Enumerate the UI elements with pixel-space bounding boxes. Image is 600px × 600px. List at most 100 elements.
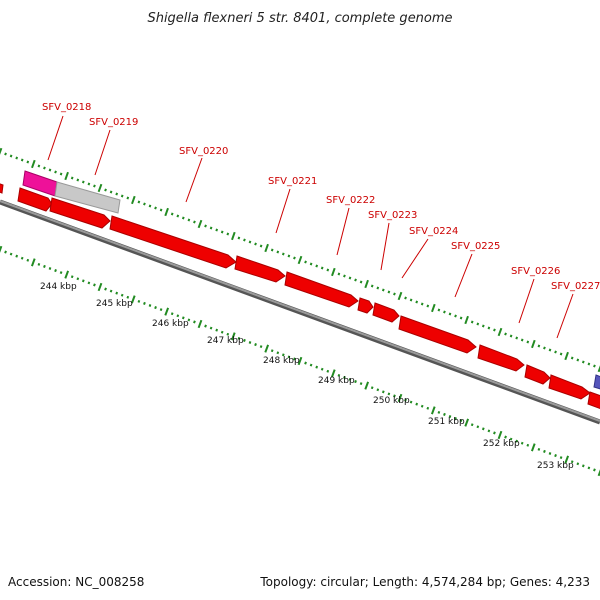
major-tick (297, 255, 303, 265)
minor-tick (504, 435, 507, 439)
minor-tick (559, 456, 563, 460)
minor-tick (143, 202, 146, 206)
minor-tick (443, 310, 446, 314)
minor-tick (415, 402, 419, 406)
minor-tick (137, 200, 141, 204)
major-tick (264, 344, 270, 353)
gene-label: SFV_0218 (42, 102, 91, 113)
gene-label: SFV_0223 (368, 210, 417, 221)
minor-tick (4, 250, 7, 254)
minor-tick (115, 291, 119, 295)
gene-arrow (0, 183, 4, 194)
minor-tick (337, 272, 341, 276)
minor-tick (154, 306, 157, 310)
minor-tick (148, 204, 152, 208)
map-title: Shigella flexneri 5 str. 8401, complete … (147, 11, 452, 26)
gene-arrow (234, 255, 286, 283)
minor-tick (548, 348, 552, 352)
minor-tick (254, 343, 257, 347)
minor-tick (43, 166, 46, 170)
minor-tick (526, 443, 530, 447)
minor-tick (337, 373, 341, 377)
minor-tick (476, 322, 480, 326)
minor-tick (281, 252, 285, 256)
minor-tick (381, 390, 385, 394)
minor-tick (404, 398, 407, 402)
major-tick (97, 183, 103, 193)
minor-tick (304, 260, 307, 264)
kbp-label: 251 kbp (428, 417, 465, 427)
major-tick (531, 339, 536, 349)
minor-tick (48, 168, 52, 172)
minor-tick (126, 196, 130, 200)
minor-tick (493, 431, 496, 435)
minor-tick (420, 404, 424, 408)
minor-tick (104, 287, 107, 291)
minor-tick (393, 394, 396, 398)
kbp-label: 250 kbp (373, 396, 410, 406)
minor-tick (54, 170, 57, 174)
minor-tick (320, 266, 324, 270)
minor-tick (404, 296, 407, 300)
minor-tick (581, 464, 585, 468)
minor-tick (70, 176, 74, 180)
minor-tick (476, 425, 480, 429)
major-tick (464, 315, 469, 325)
major-tick (64, 270, 70, 279)
major-tick (0, 147, 3, 155)
minor-tick (81, 279, 85, 283)
minor-tick (137, 299, 141, 303)
kbp-label: 253 kbp (537, 461, 574, 471)
minor-tick (104, 188, 107, 192)
major-tick (530, 443, 536, 452)
minor-tick (170, 212, 174, 216)
kbp-label: 245 kbp (96, 299, 133, 309)
minor-tick (593, 364, 596, 368)
major-tick (0, 245, 3, 253)
minor-tick (37, 164, 41, 168)
minor-tick (148, 304, 152, 307)
minor-tick (448, 415, 452, 418)
gene-arrow (109, 215, 237, 269)
minor-tick (93, 184, 96, 188)
minor-tick (470, 423, 474, 427)
minor-tick (248, 240, 252, 244)
minor-tick (215, 228, 219, 232)
minor-tick (26, 258, 30, 262)
gene-arrow (49, 197, 111, 229)
gene-label: SFV_0226 (511, 266, 560, 277)
minor-tick (520, 338, 524, 342)
minor-tick (459, 316, 463, 320)
minor-tick (248, 341, 252, 344)
minor-tick (409, 298, 413, 302)
minor-tick (548, 452, 552, 455)
major-tick (131, 195, 136, 205)
minor-tick (487, 429, 491, 433)
minor-tick (126, 295, 130, 299)
minor-tick (259, 244, 263, 248)
minor-tick (9, 252, 13, 256)
minor-tick (259, 345, 263, 349)
kbp-label: 246 kbp (152, 319, 189, 329)
minor-tick (426, 304, 430, 308)
minor-tick (226, 332, 230, 336)
minor-tick (87, 182, 91, 186)
minor-tick (81, 180, 85, 184)
minor-tick (193, 320, 196, 324)
minor-tick (543, 346, 546, 350)
minor-tick (26, 160, 30, 164)
genome-summary-text: Topology: circular; Length: 4,574,284 bp… (259, 575, 590, 589)
minor-tick (520, 441, 524, 445)
kbp-label: 252 kbp (483, 439, 520, 449)
minor-tick (481, 427, 485, 431)
major-tick (230, 332, 236, 341)
major-tick (364, 279, 369, 289)
minor-tick (570, 460, 574, 464)
minor-tick (287, 355, 291, 359)
minor-tick (209, 326, 213, 330)
minor-tick (181, 216, 185, 220)
minor-tick (59, 271, 63, 275)
blue-feature (593, 374, 600, 390)
minor-tick (343, 375, 346, 379)
minor-tick (437, 410, 441, 414)
